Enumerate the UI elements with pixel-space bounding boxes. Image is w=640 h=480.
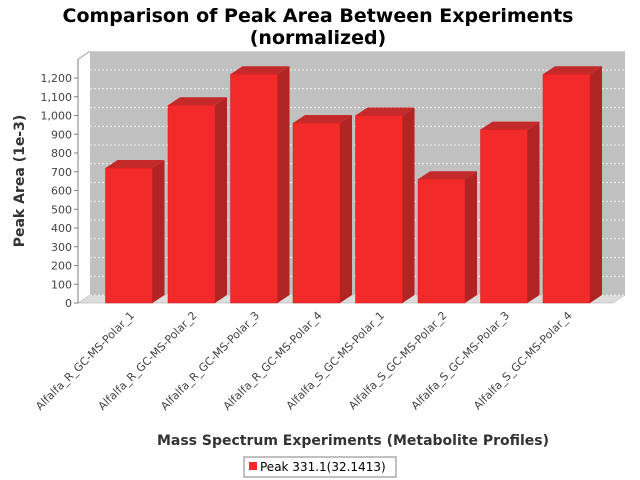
- y-tick-label: 1,000: [41, 110, 73, 123]
- y-tick-label: 1,100: [41, 91, 73, 104]
- bar-top: [168, 97, 227, 106]
- bar-top: [355, 107, 415, 116]
- bar-front: [292, 122, 341, 304]
- bar-top: [543, 66, 602, 75]
- x-axis-label: Mass Spectrum Experiments (Metabolite Pr…: [157, 433, 549, 449]
- bar-top: [418, 171, 477, 180]
- y-tick-label: 800: [51, 147, 72, 160]
- bar-front: [542, 74, 591, 304]
- y-tick-label: 500: [51, 203, 72, 216]
- bar-front: [417, 179, 466, 304]
- bar: [230, 66, 290, 304]
- legend-box: [243, 456, 397, 478]
- bars: [105, 66, 602, 304]
- bar: [417, 171, 477, 304]
- chart-title-line1: Comparison of Peak Area Between Experime…: [63, 5, 574, 27]
- bar-front: [167, 104, 216, 304]
- bar-side: [527, 121, 540, 303]
- bar-front: [355, 115, 403, 304]
- bar-front: [230, 74, 278, 304]
- legend: Peak 331.1(32.1413): [243, 456, 397, 478]
- bar-top: [480, 121, 540, 130]
- bar: [480, 121, 540, 304]
- chart-title-line2: (normalized): [250, 27, 387, 49]
- y-tick-label: 100: [51, 278, 72, 291]
- bar-side: [402, 107, 415, 303]
- x-tick-label: Alfalfa_R_GC-MS-Polar_1: [33, 309, 137, 413]
- legend-swatch: [249, 462, 257, 470]
- bar: [542, 66, 602, 304]
- bar-side: [215, 97, 227, 303]
- y-tick-label: 200: [51, 260, 72, 273]
- bar: [105, 160, 165, 304]
- x-axis-ticks: Alfalfa_R_GC-MS-Polar_1Alfalfa_R_GC-MS-P…: [33, 309, 574, 413]
- y-tick-label: 900: [51, 128, 72, 141]
- bar-side: [277, 66, 290, 303]
- y-axis: 0 100 200 300 400 500 600 700 800 900 1,000 1,100 1,…: [41, 50, 91, 310]
- bar-top: [230, 66, 290, 75]
- legend-entry: Peak 331.1(32.1413): [260, 460, 386, 474]
- bar-front: [480, 129, 528, 304]
- bar-top: [293, 115, 352, 123]
- bar: [355, 107, 415, 304]
- y-tick-label: 300: [51, 241, 72, 254]
- y-axis-label: Peak Area (1e-3): [12, 115, 28, 248]
- bar: [292, 115, 352, 304]
- bar-top: [105, 160, 165, 168]
- bar: [167, 97, 227, 304]
- bar-side: [465, 171, 477, 303]
- y-tick-label: 700: [51, 166, 72, 179]
- y-axis-depth-line: [77, 50, 91, 60]
- y-tick-label: 600: [51, 185, 72, 198]
- bar-side: [340, 115, 352, 303]
- y-tick-label: 400: [51, 222, 72, 235]
- bar-side: [590, 66, 602, 303]
- bar-front: [105, 167, 153, 304]
- y-tick-label: 0: [65, 297, 72, 310]
- y-tick-label: 1,200: [41, 72, 73, 85]
- bar-side: [152, 160, 165, 303]
